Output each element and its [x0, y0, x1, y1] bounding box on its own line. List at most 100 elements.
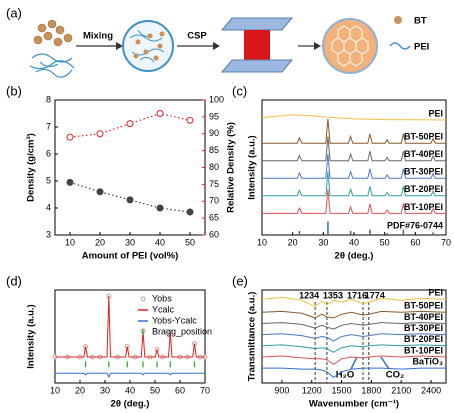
x-tick-label: 1800 [361, 385, 381, 395]
series-line [262, 153, 446, 179]
x-tick-label: 1500 [332, 385, 352, 395]
legend-label: BT [414, 16, 427, 27]
point [96, 130, 104, 138]
legend-pei [389, 42, 411, 50]
x-axis-title: Amount of PEI (vol%) [82, 251, 179, 262]
series-line [261, 322, 447, 330]
y2-tick-label: 75 [209, 179, 219, 189]
point [156, 204, 164, 212]
series-label: PEI [428, 108, 443, 118]
point [126, 120, 134, 128]
series-label: PDF#76-0744 [387, 221, 443, 231]
x-tick-label: 40 [125, 385, 135, 395]
y-axis-title: Intensity (a.u.) [26, 304, 37, 368]
x-tick-label: 900 [274, 385, 289, 395]
diagram: (a) Mixing CSP BT PEI [6, 5, 429, 78]
y-axis-title: Intensity (a.u.) [247, 135, 258, 199]
legend-bt [394, 16, 402, 24]
y-tick-label: 3 [46, 229, 51, 239]
y2-tick-label: 95 [209, 111, 219, 121]
y2-tick-label: 90 [209, 128, 219, 138]
series-line [69, 112, 191, 138]
y2-tick-label: 100 [209, 94, 224, 104]
y-axis-title: Density (g/cm³) [26, 133, 37, 202]
annotation-arrow [350, 356, 358, 370]
x-axis-title: 2θ (deg.) [111, 399, 150, 410]
reference-label: 1234 [299, 290, 319, 300]
series-label: BT-50PEI [404, 301, 443, 311]
sample [244, 30, 270, 60]
annotation: CO₂ [386, 370, 404, 381]
x-tick-label: 30 [100, 385, 110, 395]
series-line [261, 333, 447, 342]
x-tick-label: 10 [65, 237, 75, 247]
press-top [220, 17, 294, 31]
point [126, 196, 134, 204]
x-tick-label: 2100 [391, 385, 411, 395]
step-label: Mixing [83, 31, 113, 42]
point [186, 116, 194, 124]
y2-tick-label: 65 [209, 213, 219, 223]
series-label: BT-20PEI [404, 334, 443, 344]
y-tick-label: 6 [46, 148, 51, 158]
y-tick-label: 8 [46, 94, 51, 104]
point [156, 110, 164, 117]
sintered [322, 18, 378, 74]
series-label: BT-20PEI [404, 184, 443, 194]
pei-fibers [29, 53, 75, 78]
y2-tick-label: 60 [209, 229, 219, 239]
series-line [261, 355, 447, 366]
grains [331, 25, 369, 67]
point [66, 133, 74, 141]
x-tick-label: 2400 [421, 385, 441, 395]
reference-label: 1353 [323, 290, 343, 300]
series-line [261, 344, 447, 353]
series-label: BaTiO₃ [412, 356, 443, 366]
x-tick-label: 50 [185, 237, 195, 247]
legend-swatch [140, 296, 146, 302]
point [186, 208, 194, 216]
series-line [262, 189, 446, 214]
point [96, 188, 104, 196]
legend-label: Ycalc [152, 304, 175, 314]
series-line [261, 310, 447, 319]
y-tick-label: 7 [46, 121, 51, 131]
reference-label: 1716 [347, 290, 367, 300]
legend-label: Bragg_position [152, 326, 212, 336]
x-tick-label: 70 [200, 385, 210, 395]
mixed-particle [122, 20, 174, 72]
x-tick-label: 60 [410, 237, 420, 247]
y2-axis-title: Relative Density (%) [226, 122, 237, 213]
bt-pile [33, 19, 73, 47]
arrow-head [116, 42, 123, 50]
x-tick-label: 10 [257, 237, 267, 247]
x-axis-title: Wavenumber (cm⁻¹) [309, 399, 399, 410]
x-tick-label: 40 [155, 237, 165, 247]
legend-label: Yobs-Ycalc [152, 315, 197, 325]
reference-label: 1774 [365, 290, 385, 300]
x-tick-label: 20 [95, 237, 105, 247]
panel-label: (c) [232, 83, 247, 98]
x-tick-label: 30 [318, 237, 328, 247]
y2-tick-label: 70 [209, 196, 219, 206]
y2-tick-label: 80 [209, 162, 219, 172]
x-tick-label: 40 [349, 237, 359, 247]
x-tick-label: 70 [441, 237, 451, 247]
series-label: BT-50PEI [404, 132, 443, 142]
series-line [262, 367, 446, 379]
y-tick-label: 4 [46, 202, 51, 212]
arrow-head [314, 42, 321, 50]
series-label: BT-40PEI [404, 149, 443, 159]
arrow-head [213, 42, 220, 50]
series-label: BT-40PEI [404, 312, 443, 322]
y2-tick-label: 85 [209, 145, 219, 155]
mixed-bt [133, 31, 165, 61]
plot-frame [54, 289, 206, 384]
x-tick-label: 20 [75, 385, 85, 395]
x-tick-label: 10 [50, 385, 60, 395]
x-tick-label: 20 [288, 237, 298, 247]
series-label: BT-10PEI [404, 345, 443, 355]
x-tick-label: 60 [175, 385, 185, 395]
x-axis-title: 2θ (deg.) [335, 251, 374, 262]
